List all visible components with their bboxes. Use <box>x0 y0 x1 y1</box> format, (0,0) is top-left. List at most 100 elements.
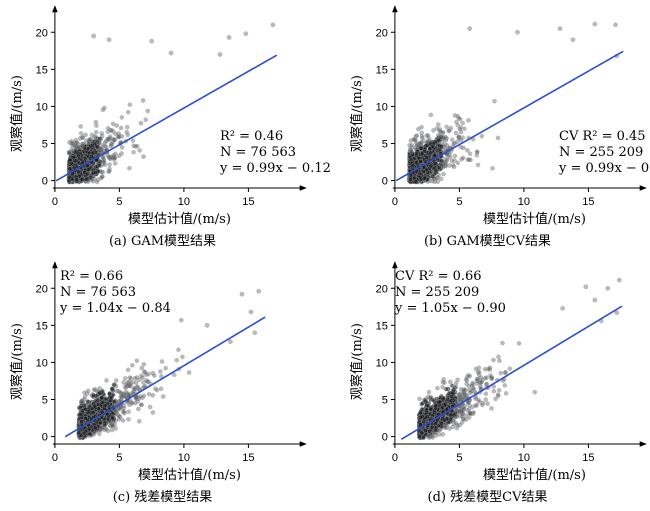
scatter-point <box>456 115 462 121</box>
scatter-point <box>453 130 459 136</box>
scatter-point <box>479 133 485 139</box>
scatter-point <box>145 379 150 384</box>
scatter-point <box>79 419 84 424</box>
scatter-point <box>128 381 134 387</box>
scatter-point <box>130 363 135 368</box>
scatter-point <box>446 128 452 134</box>
scatter-point <box>474 152 480 158</box>
scatter-point <box>109 128 114 133</box>
scatter-point <box>160 394 166 399</box>
scatter-point <box>78 124 83 129</box>
scatter-point <box>461 416 466 422</box>
scatter-point <box>107 166 112 172</box>
scatter-point <box>96 417 102 422</box>
outlier-point <box>217 52 223 57</box>
scatter-point <box>454 425 460 431</box>
scatter-point <box>470 380 475 386</box>
scatter-point <box>449 137 455 142</box>
scatter-point <box>112 161 118 166</box>
scatter-point <box>89 132 95 138</box>
scatter-point <box>428 150 433 156</box>
scatter-point <box>452 113 458 118</box>
scatter-point <box>91 393 96 398</box>
scatter-point <box>186 370 192 375</box>
scatter-point <box>450 163 456 168</box>
y-tick-label: 5 <box>382 139 388 151</box>
x-tick-label: 5 <box>116 452 122 464</box>
scatter-point <box>485 401 490 406</box>
outlier-point <box>91 33 97 39</box>
n-text: N = 76 563 <box>220 145 297 160</box>
scatter-point <box>455 377 460 382</box>
scatter-point <box>82 145 87 151</box>
scatter-point <box>458 397 464 403</box>
scatter-point <box>139 365 145 371</box>
scatter-point <box>78 131 84 136</box>
scatter-point <box>107 391 112 397</box>
scatter-point <box>427 166 432 172</box>
scatter-point <box>125 124 130 130</box>
scatter-point <box>437 432 442 437</box>
scatter-point <box>74 176 79 182</box>
x-tick-label: 0 <box>52 452 58 464</box>
scatter-point <box>95 177 101 182</box>
scatter-point <box>150 393 156 398</box>
scatter-point <box>457 395 463 400</box>
scatter-point <box>107 162 112 167</box>
y-tick-label: 5 <box>42 139 48 151</box>
scatter-point <box>119 394 124 399</box>
outlier-point <box>204 322 210 328</box>
x-axis-label: 模型估计值/(m/s) <box>483 212 586 227</box>
scatter-point <box>94 123 99 128</box>
r2-text: R² = 0.66 <box>60 269 124 284</box>
scatter-point <box>137 148 142 153</box>
scatter-point <box>84 171 90 177</box>
scatter-point <box>138 120 144 126</box>
x-tick-label: 15 <box>582 196 594 208</box>
scatter-point <box>471 386 476 391</box>
scatter-point <box>478 385 483 391</box>
scatter-point <box>407 143 412 148</box>
scatter-point <box>440 384 445 390</box>
scatter-point <box>458 144 464 150</box>
scatter-point <box>75 150 81 156</box>
scatter-point <box>158 369 163 374</box>
scatter-point <box>94 129 99 135</box>
scatter-point <box>83 177 89 182</box>
outlier-point <box>613 22 618 28</box>
scatter-point <box>86 408 92 414</box>
scatter-point <box>138 394 143 399</box>
scatter-point <box>447 155 453 160</box>
scatter-point <box>122 394 128 399</box>
scatter-point <box>97 136 103 141</box>
scatter-point <box>99 395 104 401</box>
scatter-point <box>119 151 124 156</box>
scatter-point <box>503 369 508 375</box>
scatter-point <box>99 131 104 136</box>
scatter-point <box>498 370 504 376</box>
scatter-point <box>118 414 123 420</box>
scatter-point <box>458 129 464 135</box>
scatter-point <box>440 147 446 153</box>
scatter-point <box>179 317 184 323</box>
scatter-point <box>457 392 462 398</box>
scatter-point <box>141 362 147 367</box>
outlier-point <box>515 29 520 35</box>
scatter-point <box>413 137 418 143</box>
y-tick-label: 20 <box>376 27 388 39</box>
outlier-point <box>467 26 473 31</box>
scatter-point <box>408 177 413 183</box>
scatter-point <box>137 377 142 382</box>
scatter-point <box>440 379 446 385</box>
scatter-point <box>475 370 481 375</box>
scatter-point <box>410 163 416 168</box>
scatter-point <box>102 162 108 167</box>
scatter-point <box>440 130 446 135</box>
scatter-point <box>80 135 85 140</box>
scatter-point <box>109 386 115 392</box>
regression-line <box>64 316 266 438</box>
fit-equation: y = 0.99x − 0.10 <box>559 161 650 176</box>
scatter-point <box>79 399 85 404</box>
scatter-point <box>447 128 452 133</box>
scatter-point <box>129 400 135 406</box>
